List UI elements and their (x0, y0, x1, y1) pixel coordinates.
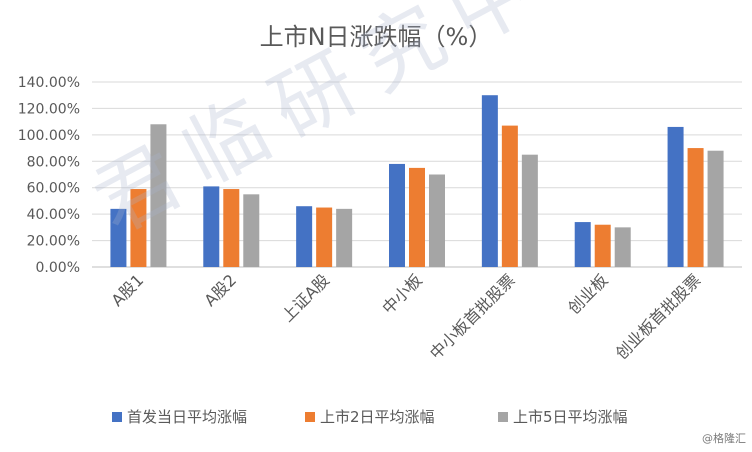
x-tick-label: 上证A股 (278, 270, 333, 325)
legend-label: 首发当日平均涨幅 (127, 408, 247, 426)
bar-2-7 (687, 148, 704, 267)
bar-3-6 (614, 227, 631, 267)
x-tick-label: 中小板 (378, 270, 425, 317)
bar-3-1 (150, 124, 167, 268)
bar-1-4 (389, 163, 405, 267)
x-tick-label: A股2 (200, 270, 240, 310)
y-tick-label: 100.00% (18, 128, 80, 144)
bar-2-5 (501, 125, 518, 267)
chart-title: 上市N日涨跌幅（%） (260, 23, 493, 51)
bar-1-6 (574, 222, 591, 267)
bar-1-5 (481, 95, 498, 267)
legend-label: 上市5日平均涨幅 (513, 408, 628, 426)
y-tick-label: 20.00% (27, 234, 80, 250)
y-tick-label: 60.00% (27, 181, 80, 197)
bar-2-4 (409, 167, 425, 267)
bar-1-7 (667, 126, 684, 267)
legend-swatch (305, 412, 315, 422)
x-axis: A股1 A股2 上证A股 中小板 中小板首批股票 创业板 创业板首批股票 (108, 270, 705, 363)
bars (110, 95, 724, 268)
bar-3-4 (429, 174, 445, 267)
legend: 首发当日平均涨幅 上市2日平均涨幅 上市5日平均涨幅 (112, 408, 628, 426)
bar-2-3 (316, 207, 333, 267)
bar-2-6 (594, 224, 611, 267)
bar-1-2 (203, 186, 220, 267)
x-tick-label: 创业板 (564, 270, 611, 317)
bar-1-3 (296, 206, 313, 267)
y-tick-label: 140.00% (18, 75, 80, 91)
legend-label: 上市2日平均涨幅 (320, 408, 435, 426)
bar-1-1 (110, 208, 127, 267)
bar-2-2 (223, 189, 240, 267)
y-tick-label: 0.00% (36, 260, 80, 276)
bar-3-7 (707, 150, 724, 267)
y-tick-label: 120.00% (18, 101, 80, 117)
x-tick-label: A股1 (108, 270, 148, 310)
bar-3-5 (521, 154, 538, 267)
source-credit: @格隆汇 (702, 432, 746, 445)
y-axis: 0.00% 20.00% 40.00% 60.00% 80.00% 100.00% 120.… (18, 75, 80, 276)
x-tick-label: 中小板首批股票 (426, 270, 519, 363)
bar-3-3 (336, 208, 353, 267)
bar-3-2 (243, 194, 260, 267)
y-tick-label: 80.00% (27, 154, 80, 170)
x-tick-label: 创业板首批股票 (612, 270, 705, 363)
bar-2-1 (130, 189, 147, 267)
legend-swatch (498, 412, 508, 422)
y-tick-label: 40.00% (27, 207, 80, 223)
legend-swatch (112, 412, 122, 422)
